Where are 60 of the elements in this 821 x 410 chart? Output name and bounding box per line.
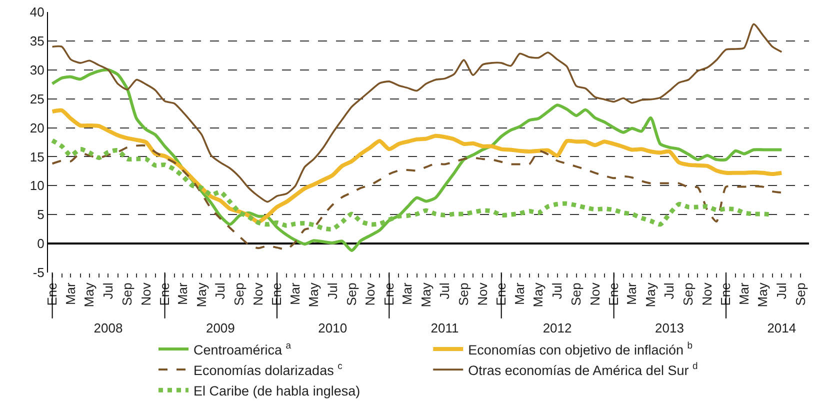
x-tick-label: Mar: [175, 282, 190, 306]
x-tick-label: Sep: [232, 282, 247, 306]
legend-label: Centroamérica $^{a}$: [194, 340, 292, 358]
x2-tick-label: 2010: [318, 320, 348, 336]
x-tick-label: Jul: [550, 282, 565, 300]
x-tick-label: Jul: [774, 282, 789, 300]
legend-label: Economías con objetivo de inflación $^{b}$: [468, 340, 692, 358]
x-tick-label: Jul: [324, 282, 340, 300]
y-tick-label: 15: [30, 149, 44, 164]
x2-tick-label: 2008: [94, 320, 123, 336]
x-tick-label: Sep: [344, 282, 359, 306]
x-tick-label: Mar: [62, 282, 78, 306]
x-tick-label: May: [82, 282, 97, 308]
y-tick-label: 20: [30, 120, 44, 136]
y-tick-label: 40: [30, 4, 44, 20]
x2-tick-label: 2011: [430, 320, 459, 336]
line-series: [51, 23, 783, 203]
x-tick-label: Sep: [568, 282, 584, 306]
x-tick-label: May: [755, 282, 770, 308]
x-tick-label: Nov: [587, 282, 602, 306]
legend-label: El Caribe (de habla inglesa): [194, 383, 360, 398]
x-tick-label: Nov: [699, 282, 714, 306]
x-tick-label: Nov: [362, 282, 378, 306]
x-tick-label: Nov: [474, 282, 490, 306]
x-tick-label: Sep: [120, 282, 135, 306]
legend-label: Otras economías de América del Sur $^{d}$: [468, 361, 698, 378]
y-tick-label: 25: [30, 91, 44, 106]
x-tick-label: May: [418, 282, 434, 308]
x2-tick-label: 2013: [655, 320, 684, 336]
y-tick-label: 30: [30, 62, 44, 78]
y-tick-label: 10: [30, 178, 44, 194]
y-tick-label: 5: [37, 207, 44, 222]
y-tick-label: -5: [32, 264, 44, 280]
line-series: [50, 68, 784, 252]
x-tick-label: Mar: [512, 282, 528, 306]
x-tick-label: Sep: [792, 282, 808, 306]
x-tick-label: Mar: [287, 282, 302, 306]
x-tick-label: Sep: [680, 282, 696, 306]
x2-tick-label: 2012: [542, 320, 572, 336]
y-tick-label: 35: [30, 33, 44, 48]
x2-tick-label: 2014: [767, 320, 796, 336]
x-tick-label: Jul: [662, 282, 677, 300]
x-tick-label: Mar: [736, 282, 752, 306]
legend-label: Economías dolarizadas $^{c}$: [194, 361, 343, 378]
x-tick-label: May: [642, 282, 658, 308]
x-tick-label: May: [194, 282, 209, 308]
x-tick-label: Nov: [250, 282, 266, 306]
x-tick-label: Mar: [400, 282, 415, 306]
x-tick-label: May: [306, 282, 322, 308]
x-tick-label: Mar: [624, 282, 640, 306]
x-tick-label: Jul: [100, 282, 116, 300]
x-tick-label: Jul: [437, 282, 452, 300]
y-tick-label: 0: [37, 236, 44, 252]
x-tick-label: Nov: [138, 282, 154, 306]
x2-tick-label: 2009: [206, 320, 235, 336]
x-tick-label: May: [530, 282, 546, 308]
x-tick-label: Jul: [212, 282, 228, 300]
line-series: [51, 144, 783, 250]
x-tick-label: Sep: [456, 282, 472, 306]
line-series: [50, 108, 784, 224]
